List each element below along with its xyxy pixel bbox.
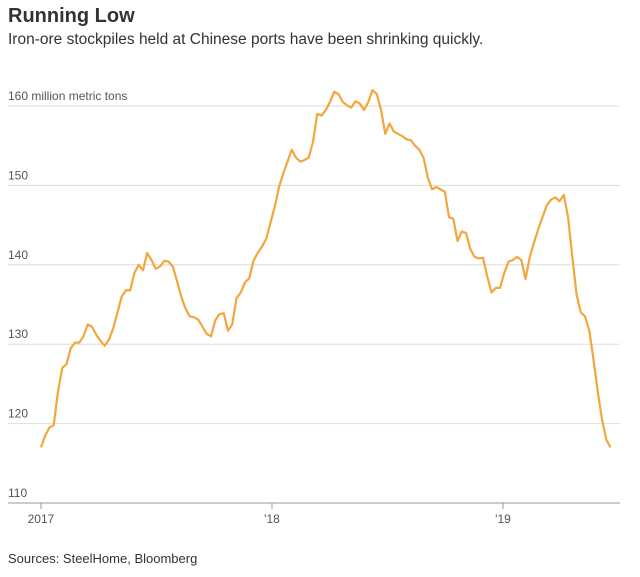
y-tick-label: 130 [8, 327, 28, 341]
y-tick-label: 110 [8, 486, 27, 500]
chart-title: Running Low [8, 5, 135, 27]
y-tick-label: 120 [8, 407, 28, 421]
y-tick-label: 150 [8, 168, 28, 182]
x-tick-label: '19 [495, 512, 511, 526]
x-tick-label: 2017 [28, 512, 55, 526]
source: Sources: SteelHome, Bloomberg [8, 551, 197, 566]
y-tick-label: 140 [8, 248, 28, 262]
y-tick-label: 160 million metric tons [8, 89, 127, 103]
line [39, 89, 612, 448]
x-tick-label: '18 [264, 512, 280, 526]
chart-subtitle: Iron-ore stockpiles held at Chinese port… [8, 31, 483, 48]
